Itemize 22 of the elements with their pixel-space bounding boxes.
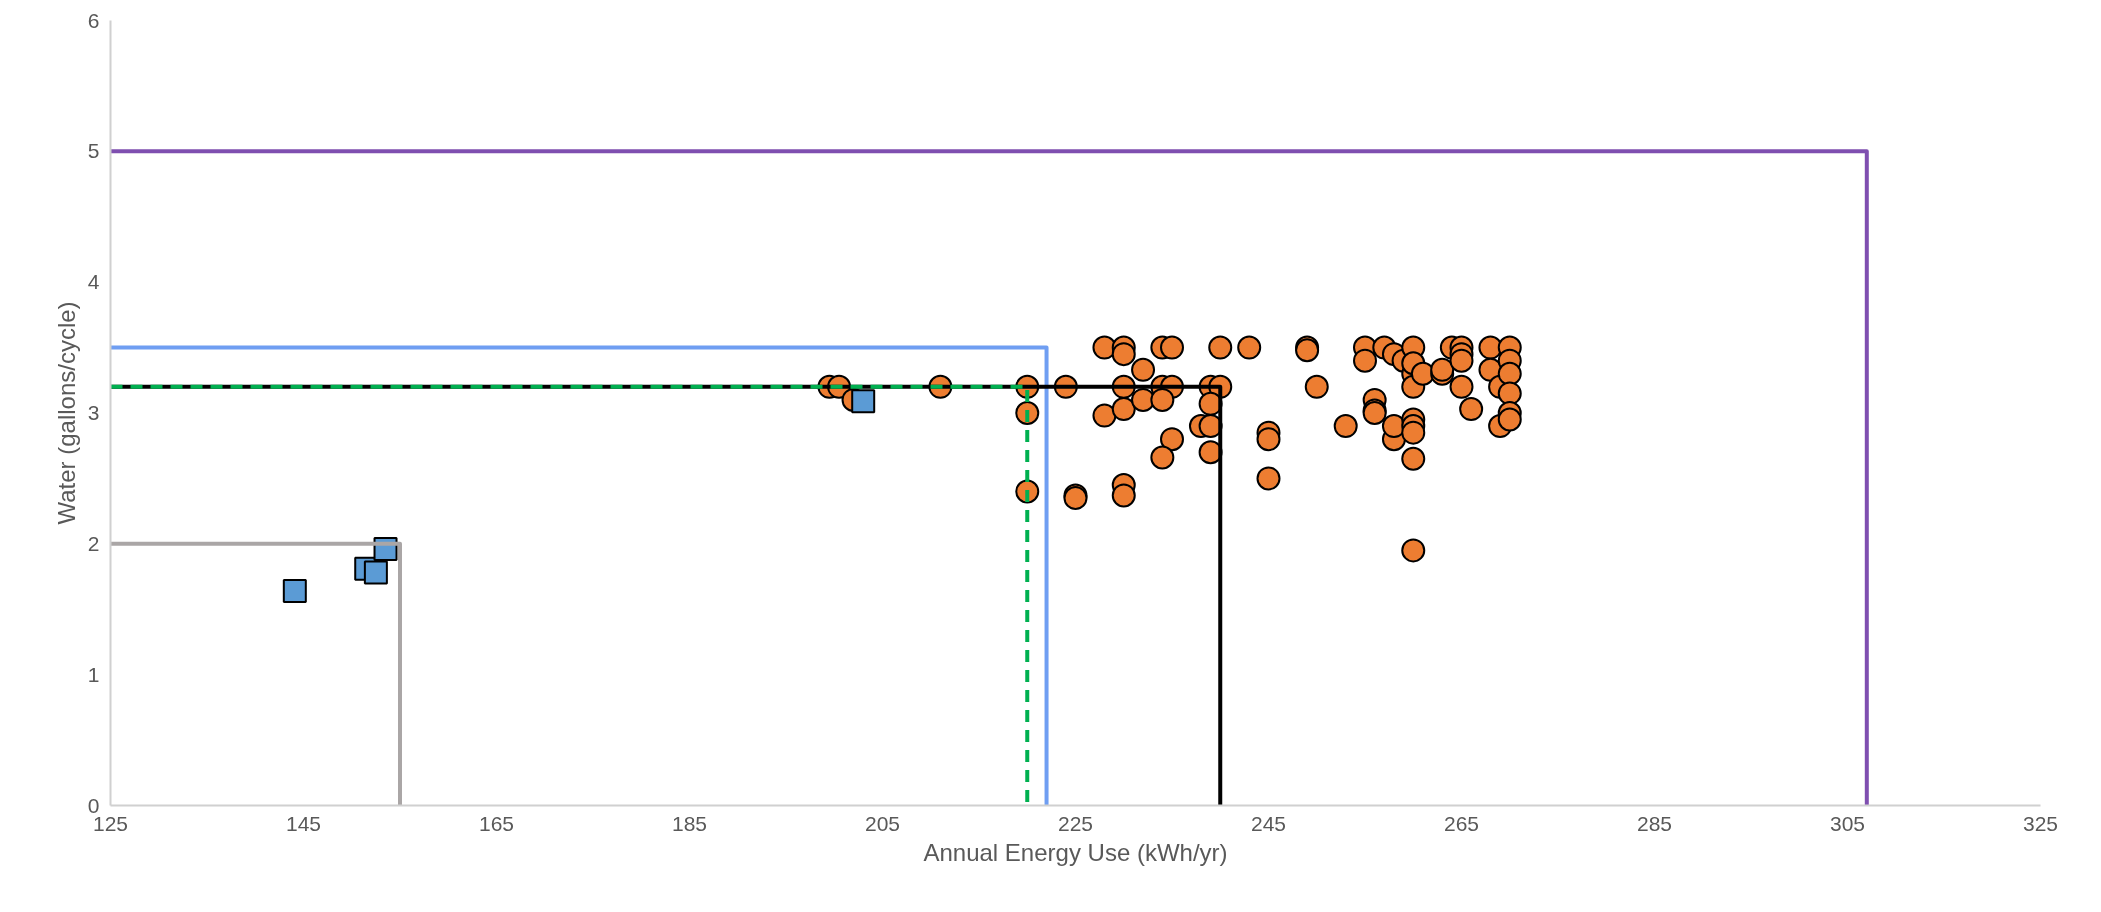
- y-tick-label: 1: [87, 662, 100, 686]
- x-tick-label: 325: [2022, 811, 2059, 835]
- y-tick-label: 4: [87, 270, 100, 294]
- x-tick-label: 285: [1636, 811, 1673, 835]
- y-tick-label: 3: [87, 401, 100, 424]
- x-tick-label: 245: [1250, 811, 1287, 835]
- x-tick-label: 165: [478, 811, 515, 835]
- x-tick-label: 205: [864, 811, 901, 835]
- y-tick-label: 6: [87, 8, 100, 32]
- point: [363, 560, 388, 585]
- y-axis-title: Water (gallons/cycle): [52, 301, 80, 525]
- x-axis-title: Annual Energy Use (kWh/yr): [923, 838, 1228, 866]
- point: [282, 578, 307, 603]
- x-tick-label: 305: [1829, 811, 1866, 835]
- x-tick-label: 185: [671, 811, 708, 835]
- y-tick-label: 0: [87, 793, 100, 817]
- x-tick-label: 145: [285, 811, 322, 835]
- y-tick-label: 2: [87, 531, 100, 555]
- point: [851, 389, 876, 414]
- y-tick-label: 5: [87, 139, 100, 163]
- x-tick-label: 225: [1057, 811, 1094, 835]
- x-tick-label: 265: [1443, 811, 1480, 835]
